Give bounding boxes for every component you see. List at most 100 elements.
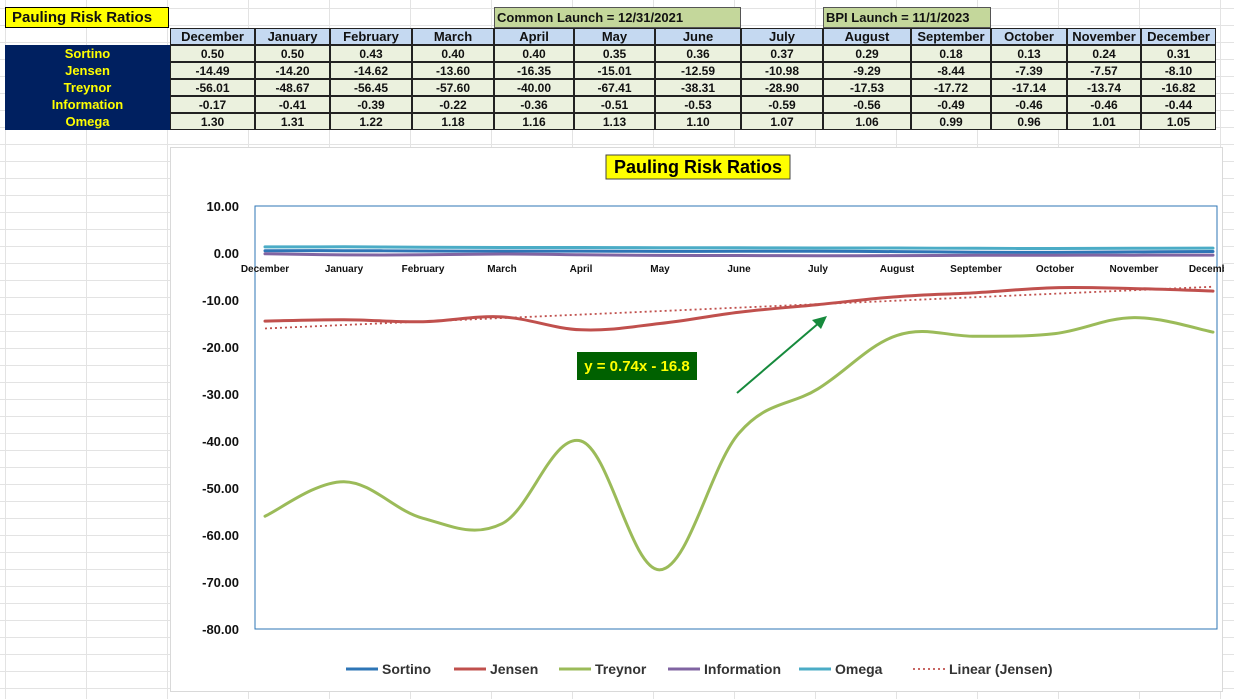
table-cell[interactable]: -67.41 [574,79,655,96]
sheet-title[interactable]: Pauling Risk Ratios [5,7,169,28]
row-label-sortino[interactable]: Sortino [5,45,170,62]
month-header[interactable]: December [1141,28,1216,45]
table-cell[interactable]: -14.49 [170,62,255,79]
table-cell[interactable]: -0.46 [1067,96,1141,113]
table-cell[interactable]: -0.51 [574,96,655,113]
y-tick-label: 0.00 [214,246,239,261]
table-cell[interactable]: -0.17 [170,96,255,113]
common-launch-label[interactable]: Common Launch = 12/31/2021 [494,7,741,28]
table-cell[interactable]: -9.29 [823,62,911,79]
x-tick-label: September [950,264,1002,275]
month-header[interactable]: May [574,28,655,45]
table-cell[interactable]: -40.00 [494,79,574,96]
table-cell[interactable]: -15.01 [574,62,655,79]
table-cell[interactable]: -38.31 [655,79,741,96]
table-cell[interactable]: -0.41 [255,96,330,113]
table-cell[interactable]: -48.67 [255,79,330,96]
table-cell[interactable]: 1.18 [412,113,494,130]
table-cell[interactable]: 1.07 [741,113,823,130]
table-cell[interactable]: 0.29 [823,45,911,62]
table-cell[interactable]: -0.59 [741,96,823,113]
equation-box [577,352,697,380]
table-cell[interactable]: 0.50 [170,45,255,62]
table-cell[interactable]: -57.60 [412,79,494,96]
table-cell[interactable]: -17.53 [823,79,911,96]
table-cell[interactable]: 1.06 [823,113,911,130]
table-cell[interactable]: -16.82 [1141,79,1216,96]
table-cell[interactable]: -13.60 [412,62,494,79]
table-cell[interactable]: -8.10 [1141,62,1216,79]
table-cell[interactable]: 1.22 [330,113,412,130]
table-cell[interactable]: -0.36 [494,96,574,113]
trendline-jensen [264,285,1214,330]
table-cell[interactable]: 1.31 [255,113,330,130]
legend-label: Sortino [382,661,431,677]
table-cell[interactable]: -0.56 [823,96,911,113]
row-label-information[interactable]: Information [5,96,170,113]
table-cell[interactable]: 0.18 [911,45,991,62]
month-header[interactable]: December [170,28,255,45]
table-cell[interactable]: -12.59 [655,62,741,79]
table-cell[interactable]: -17.72 [911,79,991,96]
table-cell[interactable]: -7.39 [991,62,1067,79]
month-header[interactable]: July [741,28,823,45]
row-label-treynor[interactable]: Treynor [5,79,170,96]
table-cell[interactable]: -16.35 [494,62,574,79]
table-cell[interactable]: -0.22 [412,96,494,113]
table-cell[interactable]: 0.24 [1067,45,1141,62]
x-tick-label: May [650,264,670,275]
month-header[interactable]: April [494,28,574,45]
table-cell[interactable]: 1.13 [574,113,655,130]
table-cell[interactable]: 0.13 [991,45,1067,62]
month-header[interactable]: October [991,28,1067,45]
table-cell[interactable]: -14.20 [255,62,330,79]
table-cell[interactable]: 1.10 [655,113,741,130]
legend-label: Treynor [595,661,647,677]
table-cell[interactable]: 0.37 [741,45,823,62]
table-cell[interactable]: 0.36 [655,45,741,62]
row-label-jensen[interactable]: Jensen [5,62,170,79]
month-header[interactable]: September [911,28,991,45]
table-cell[interactable]: 0.43 [330,45,412,62]
table-cell[interactable]: 0.50 [255,45,330,62]
y-tick-label: -40.00 [202,434,239,449]
table-cell[interactable]: 0.96 [991,113,1067,130]
month-header[interactable]: February [330,28,412,45]
table-cell[interactable]: 0.31 [1141,45,1216,62]
table-cell[interactable]: 1.30 [170,113,255,130]
table-cell[interactable]: -8.44 [911,62,991,79]
table-cell[interactable]: -56.45 [330,79,412,96]
table-cell[interactable]: 0.40 [412,45,494,62]
table-cell[interactable]: -7.57 [1067,62,1141,79]
x-tick-label: March [487,264,516,275]
arrow-head-icon [812,316,827,329]
table-cell[interactable]: 0.99 [911,113,991,130]
month-header[interactable]: March [412,28,494,45]
table-cell[interactable]: 0.40 [494,45,574,62]
table-cell[interactable]: -56.01 [170,79,255,96]
table-cell[interactable]: 1.01 [1067,113,1141,130]
table-cell[interactable]: -28.90 [741,79,823,96]
table-cell[interactable]: -14.62 [330,62,412,79]
table-cell[interactable]: -10.98 [741,62,823,79]
table-cell[interactable]: -0.44 [1141,96,1216,113]
table-cell[interactable]: 1.05 [1141,113,1216,130]
month-header[interactable]: November [1067,28,1141,45]
row-label-omega[interactable]: Omega [5,113,170,130]
month-header[interactable]: January [255,28,330,45]
y-tick-label: -80.00 [202,622,239,637]
table-cell[interactable]: -17.14 [991,79,1067,96]
table-cell[interactable]: -0.46 [991,96,1067,113]
table-cell[interactable]: -0.39 [330,96,412,113]
month-header[interactable]: August [823,28,911,45]
legend-label: Information [704,661,781,677]
table-cell[interactable]: -0.49 [911,96,991,113]
table-cell[interactable]: 0.35 [574,45,655,62]
table-cell[interactable]: -13.74 [1067,79,1141,96]
month-header[interactable]: June [655,28,741,45]
series-line-information [263,252,1215,258]
table-cell[interactable]: -0.53 [655,96,741,113]
table-cell[interactable]: 1.16 [494,113,574,130]
bpi-launch-label[interactable]: BPI Launch = 11/1/2023 [823,7,991,28]
chart-area[interactable]: Pauling Risk Ratios 10.00 0.00 -10.00 -20.00… [170,147,1224,692]
